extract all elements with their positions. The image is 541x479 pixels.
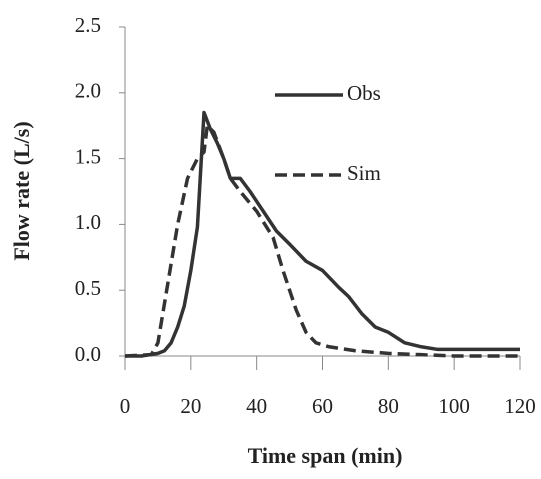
x-tick-label: 80 (378, 394, 399, 418)
y-tick-label: 1.5 (75, 144, 101, 168)
legend-label: Obs (347, 81, 381, 105)
x-axis-label: Time span (min) (248, 443, 403, 468)
x-tick-label: 100 (438, 394, 470, 418)
y-axis-label: Flow rate (L/s) (9, 121, 34, 260)
x-tick-label: 20 (180, 394, 201, 418)
legend-label: Sim (347, 161, 381, 185)
series-line (124, 123, 520, 358)
y-tick-label: 0.0 (75, 342, 101, 366)
x-tick-label: 40 (246, 394, 267, 418)
y-tick-label: 2.0 (75, 79, 101, 103)
x-tick-label: 0 (120, 394, 131, 418)
y-tick-label: 0.5 (75, 276, 101, 300)
x-tick-label: 120 (504, 394, 536, 418)
y-tick-label: 1.0 (75, 210, 101, 234)
y-tick-label: 2.5 (75, 13, 101, 37)
x-tick-label: 60 (312, 394, 333, 418)
series-line (125, 110, 520, 358)
